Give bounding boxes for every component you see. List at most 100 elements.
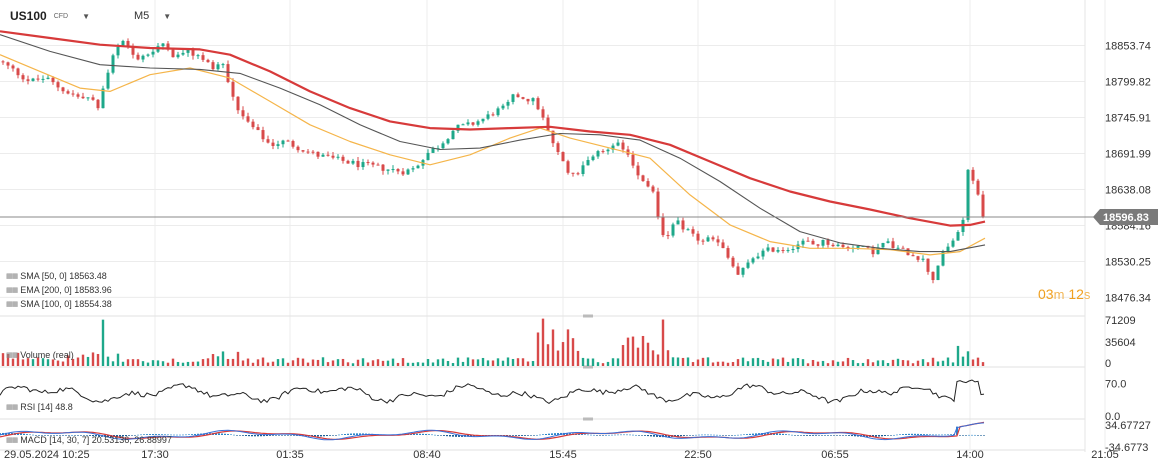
volume-bar [911, 363, 915, 366]
candle-body [951, 240, 955, 247]
macd-histogram-bar [20, 433, 22, 435]
macd-histogram-bar [881, 435, 883, 437]
volume-bar [341, 358, 345, 366]
symbol-name[interactable]: US100 [10, 9, 47, 23]
volume-bar [826, 363, 830, 366]
macd-histogram-bar [968, 434, 970, 436]
volume-bar [926, 362, 930, 366]
candle-body [116, 46, 120, 56]
legend-sma100[interactable]: ▦▦ SMA [100, 0] 18554.38 [6, 299, 112, 309]
macd-histogram-bar [68, 435, 70, 436]
candle-body [546, 117, 550, 131]
macd-histogram-bar [86, 435, 88, 436]
timeframe-selector[interactable]: M5 [134, 10, 150, 22]
symbol-dropdown-icon[interactable]: ▼ [82, 11, 91, 21]
candle-body [611, 145, 615, 150]
timeframe-dropdown-icon[interactable]: ▼ [163, 11, 172, 21]
indicator-settings-icon[interactable]: ▦▦ [6, 287, 18, 294]
volume-bar [316, 359, 320, 366]
macd-histogram-bar [164, 434, 166, 435]
candle-body [26, 79, 30, 81]
macd-histogram-bar [146, 434, 148, 435]
volume-bar [496, 358, 500, 366]
legend-rsi[interactable]: ▦▦ RSI [14] 48.8 [6, 402, 73, 412]
price-axis-tick-label: 18799.82 [1105, 77, 1151, 89]
volume-bar [476, 359, 480, 366]
candle-body [781, 250, 785, 252]
indicator-settings-icon[interactable]: ▦▦ [6, 301, 18, 308]
legend-volume[interactable]: ▦▦ Volume (real) [6, 350, 74, 360]
indicator-settings-icon[interactable]: ▦▦ [6, 352, 18, 359]
macd-histogram-bar [713, 434, 715, 436]
volume-bar [936, 361, 940, 366]
candle-body [81, 96, 85, 99]
macd-histogram-bar [173, 434, 175, 436]
candle-body [251, 121, 255, 128]
macd-histogram-bar [740, 434, 742, 436]
macd-histogram-bar [242, 435, 244, 436]
candle-body [451, 130, 455, 140]
candle-body [641, 175, 645, 182]
macd-histogram-bar [617, 434, 619, 436]
indicator-settings-icon[interactable]: ▦▦ [6, 404, 18, 411]
macd-histogram-bar [722, 435, 724, 436]
macd-histogram-bar [710, 434, 712, 436]
indicator-settings-icon[interactable]: ▦▦ [6, 273, 18, 280]
volume-axis-tick-label: 0 [1105, 358, 1111, 370]
legend-sma50[interactable]: ▦▦ SMA [50, 0] 18563.48 [6, 271, 107, 281]
macd-histogram-bar [794, 435, 796, 436]
candle-body [371, 162, 375, 165]
macd-histogram-bar [224, 433, 226, 435]
macd-histogram-bar [188, 434, 190, 435]
volume-bar [541, 318, 545, 366]
macd-histogram-bar [782, 433, 784, 435]
macd-histogram-bar [812, 435, 814, 436]
macd-histogram-bar [323, 435, 325, 437]
macd-histogram-bar [35, 435, 37, 436]
legend-macd[interactable]: ▦▦ MACD [14, 30, 7] 20.53136, 26.88997 [6, 435, 172, 445]
candle-body [341, 156, 345, 161]
volume-bar [301, 358, 305, 366]
legend-ema200[interactable]: ▦▦ EMA [200, 0] 18583.96 [6, 285, 112, 295]
indicator-settings-icon[interactable]: ▦▦ [6, 437, 18, 444]
volume-axis-tick-label: 71209 [1105, 315, 1136, 327]
time-axis-tick-label: 01:35 [276, 449, 304, 461]
macd-histogram-bar [215, 433, 217, 435]
volume-bar [166, 362, 170, 366]
candle-body [36, 78, 40, 80]
volume-bar [6, 353, 10, 366]
macd-histogram-bar [626, 434, 628, 436]
macd-histogram-bar [896, 434, 898, 436]
candle-body [301, 150, 305, 152]
candle-body [291, 141, 295, 147]
macd-histogram-bar [443, 435, 445, 436]
candle-body [926, 258, 930, 272]
volume-bar [806, 363, 810, 366]
macd-histogram-bar [8, 432, 10, 435]
volume-bar [191, 361, 195, 366]
countdown-minutes-unit: m [1053, 287, 1065, 302]
macd-histogram-bar [413, 433, 415, 435]
macd-histogram-bar [941, 434, 943, 436]
rsi-axis-tick-label: 0.0 [1105, 411, 1120, 423]
candle-body [956, 232, 960, 241]
sma50-line [0, 54, 986, 256]
volume-bar [756, 357, 760, 366]
candle-body [66, 91, 70, 94]
candle-body [701, 240, 705, 242]
macd-histogram-bar [809, 435, 811, 436]
volume-bar [501, 360, 505, 366]
macd-histogram-bar [269, 435, 271, 436]
volume-bar [791, 358, 795, 366]
macd-histogram-bar [920, 433, 922, 435]
current-price-badge [1093, 208, 1158, 225]
macd-histogram-bar [767, 432, 769, 435]
macd-histogram-bar [434, 434, 436, 436]
volume-bar [376, 359, 380, 366]
macd-histogram-bar [206, 433, 208, 435]
volume-bar [946, 357, 950, 366]
legend-macd-label: MACD [14, 30, 7] 20.53136, 26.88997 [20, 435, 172, 445]
volume-bar [196, 361, 200, 366]
candle-body [386, 169, 390, 171]
